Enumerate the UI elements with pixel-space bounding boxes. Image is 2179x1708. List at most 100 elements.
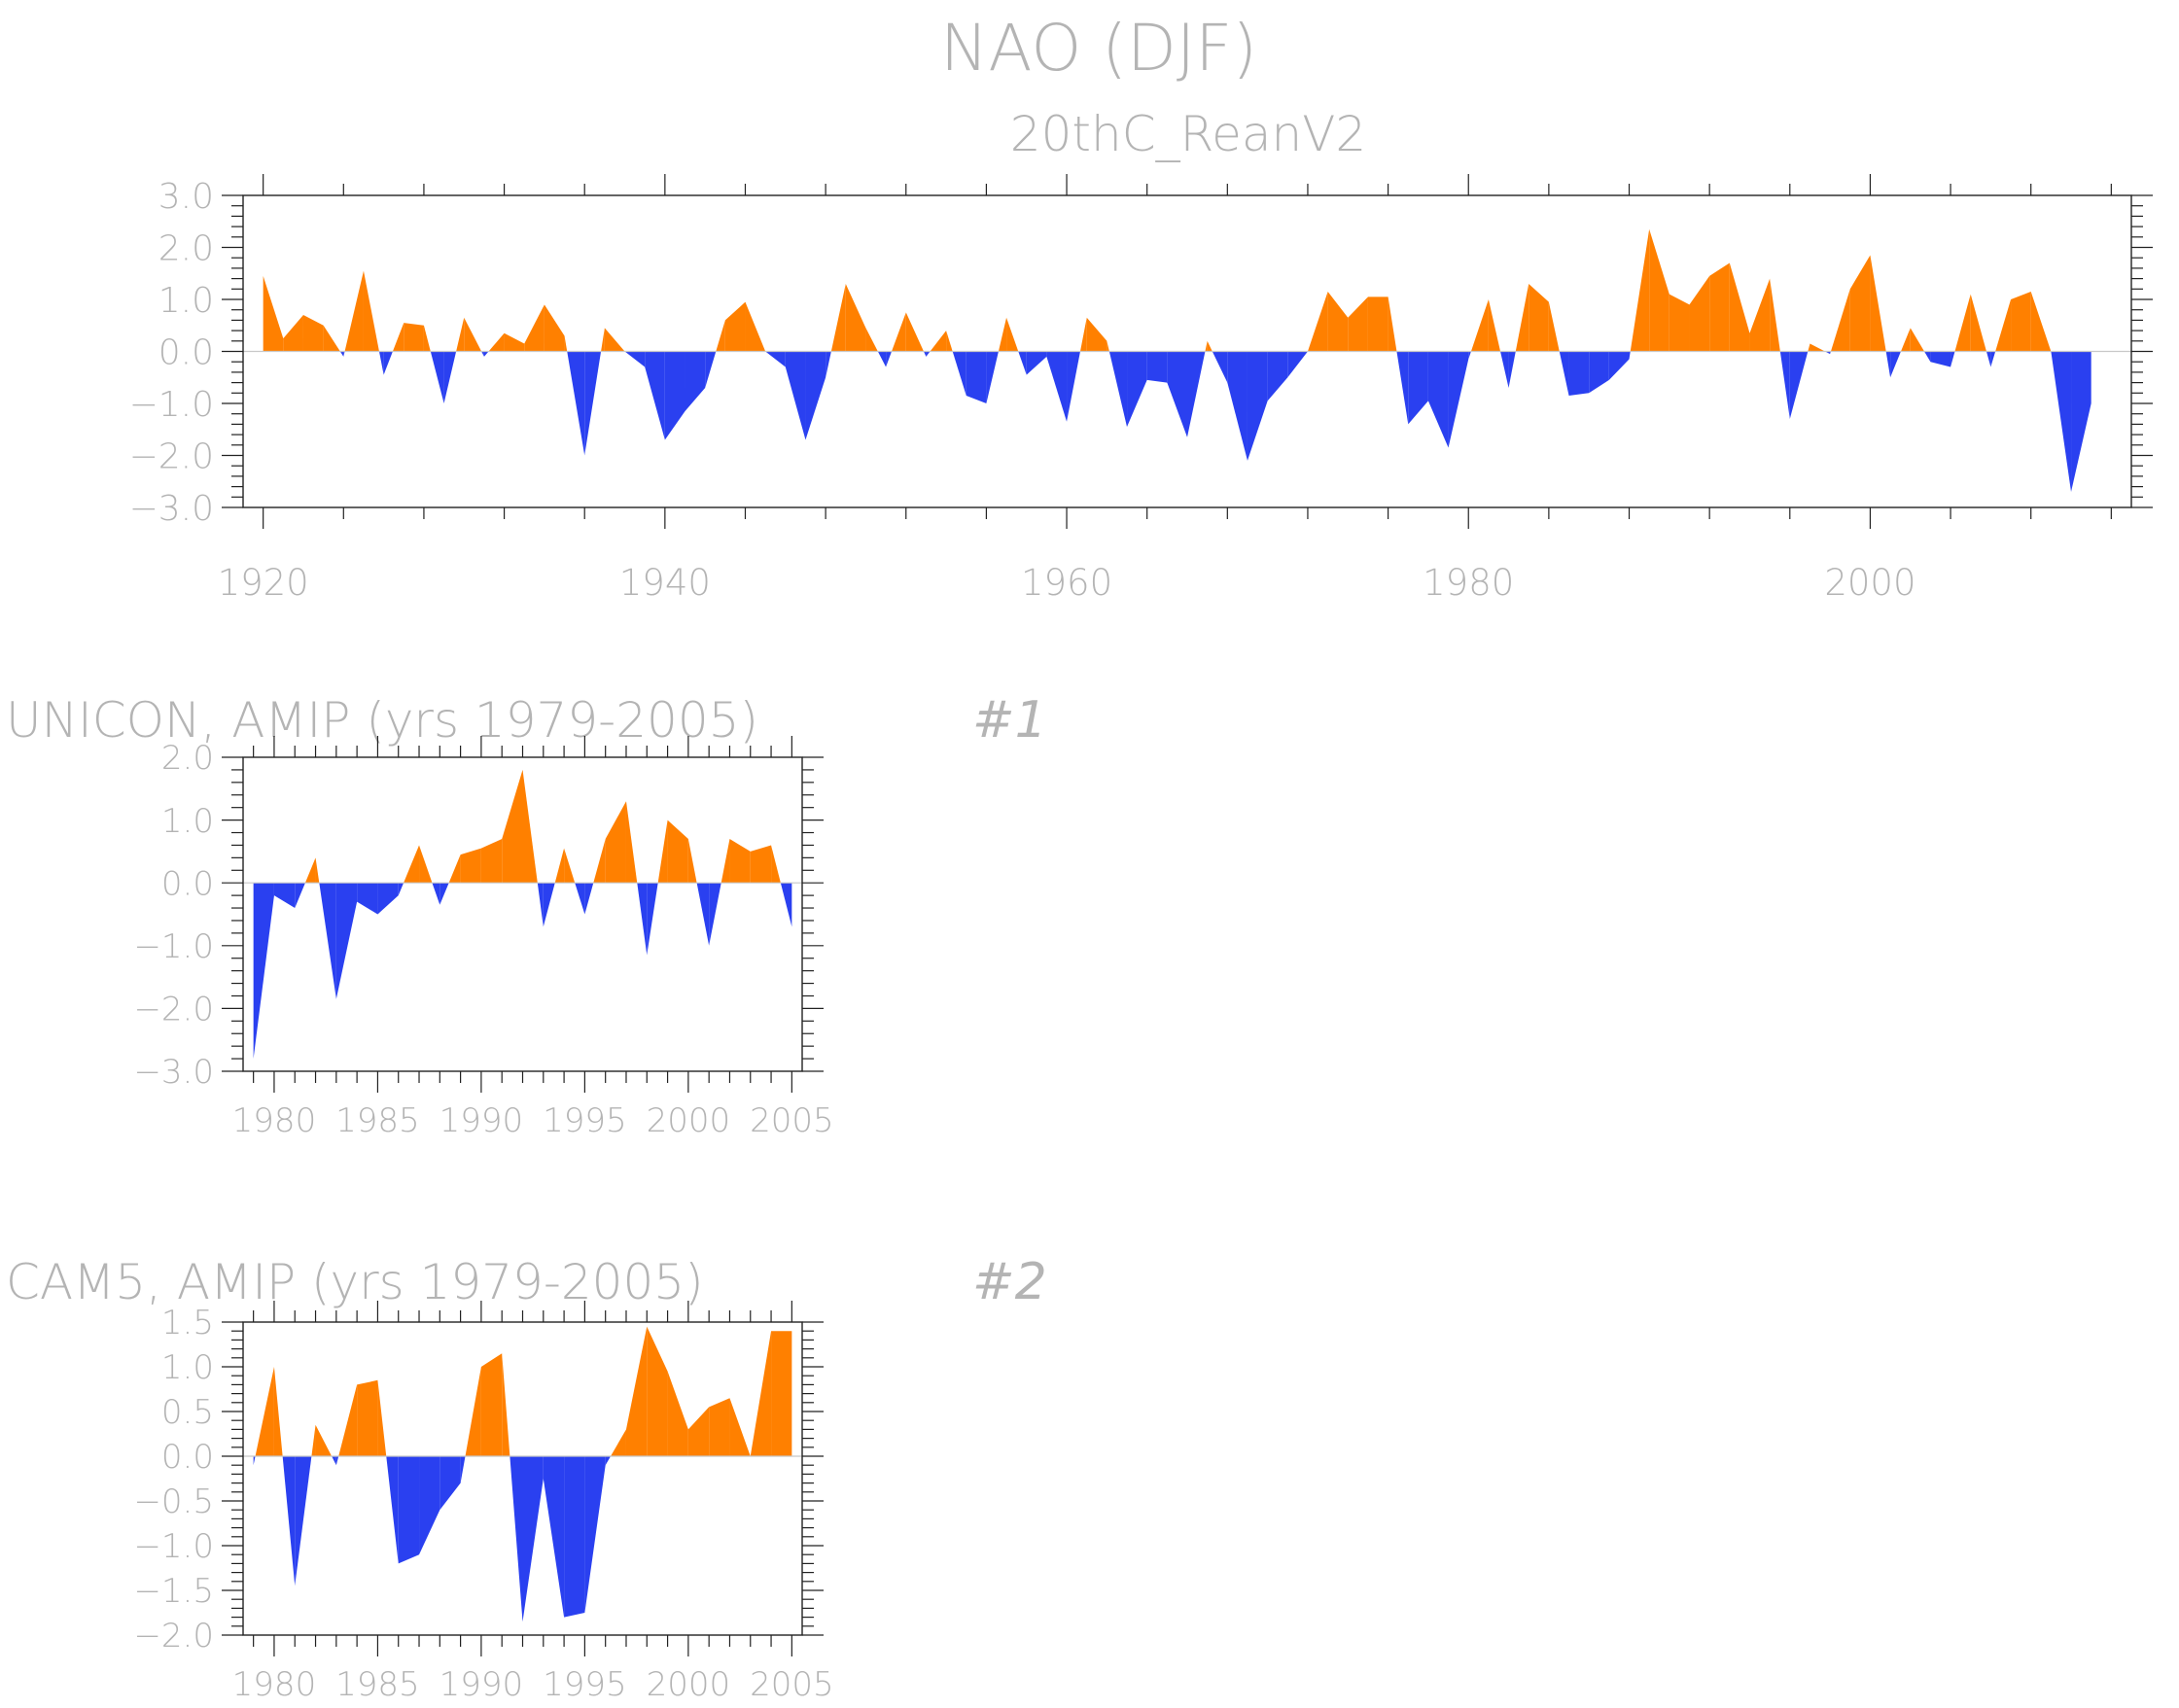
unicon-ytick-label-3: 0.0	[161, 864, 214, 903]
reanalysis-segment-1955	[966, 351, 987, 403]
reanalysis-ytick-label-2: −1.0	[129, 385, 214, 425]
unicon-segment-1981-a	[295, 883, 305, 909]
unicon-segment-1997-b	[637, 883, 648, 956]
cam5-segment-1984	[357, 1379, 378, 1456]
reanalysis-segment-1984-b	[1559, 351, 1569, 396]
unicon-segment-1979	[253, 883, 274, 1060]
reanalysis-segment-1988-a	[1629, 351, 1631, 360]
unicon-segment-1992-b	[537, 883, 544, 927]
unicon-xtick-label-0: 1980	[232, 1101, 317, 1140]
reanalysis-segment-1926-a	[383, 351, 393, 375]
reanalysis-segment-1990	[1669, 294, 1690, 352]
reanalysis-segment-2005-a	[1970, 294, 1986, 352]
cam5-xtick-label-5: 2005	[750, 1665, 834, 1704]
reanalysis-segment-1982-a	[1508, 351, 1516, 388]
reanalysis-segment-1956-a	[986, 351, 999, 403]
reanalysis-segment-1941	[685, 351, 706, 412]
reanalysis-xtick-label-0: 1920	[218, 562, 309, 604]
unicon-ytick-label-4: 1.0	[161, 802, 214, 841]
cam5-ytick-label-4: 0.0	[161, 1438, 214, 1477]
unicon-segment-1980	[273, 883, 296, 909]
cam5-xtick-label-0: 1980	[232, 1665, 317, 1704]
cam5-segment-1980-a	[273, 1367, 283, 1456]
reanalysis-segment-1960-a	[1067, 351, 1080, 422]
unicon-segment-1982-a	[315, 857, 320, 884]
reanalysis-segment-2004-b	[1954, 294, 1971, 352]
reanalysis-segment-1931-b	[488, 332, 505, 352]
reanalysis-segment-1992	[1709, 262, 1730, 352]
reanalysis-segment-1962-b	[1108, 351, 1128, 428]
reanalysis-segment-1950-a	[865, 328, 878, 352]
cam5-segment-1981-a	[295, 1456, 312, 1586]
reanalysis-segment-1951-b	[892, 312, 906, 352]
reanalysis-segment-1966-b	[1205, 340, 1208, 352]
reanalysis-segment-1977	[1408, 351, 1428, 425]
reanalysis-segment-1929-b	[456, 317, 465, 352]
reanalysis-segment-1984-a	[1548, 301, 1560, 352]
reanalysis-segment-1988-b	[1630, 228, 1650, 352]
reanalysis-segment-2006-a	[1990, 351, 1996, 367]
reanalysis-segment-1997-a	[1810, 343, 1825, 352]
reanalysis-segment-1962-a	[1107, 340, 1109, 352]
unicon-xtick-label-3: 1995	[543, 1101, 627, 1140]
reanalysis-segment-2003	[1930, 351, 1951, 367]
reanalysis-segment-1981-a	[1488, 299, 1501, 352]
reanalysis-segment-1933	[524, 304, 545, 352]
reanalysis-segment-1954-a	[946, 331, 953, 352]
cam5-segment-1999	[667, 1371, 688, 1456]
reanalysis-segment-1980-a	[1468, 351, 1471, 360]
cam5-segment-1985-b	[386, 1456, 399, 1564]
cam5-segment-1979-b	[255, 1367, 274, 1456]
cam5-segment-1985-a	[377, 1379, 387, 1456]
cam5-xtick-label-4: 2000	[647, 1665, 731, 1704]
unicon-segment-1986-a	[398, 883, 404, 896]
cam5-segment-1997	[625, 1326, 648, 1456]
cam5-ytick-label-0: −2.0	[133, 1617, 214, 1656]
unicon-ytick-label-2: −1.0	[133, 927, 214, 966]
reanalysis-segment-1952-a	[905, 312, 924, 352]
reanalysis-segment-1971	[1287, 351, 1308, 378]
reanalysis-segment-1939	[645, 351, 665, 440]
unicon-segment-1992-a	[522, 769, 538, 884]
reanalysis-segment-2002-a	[1910, 328, 1925, 352]
figure-title: NAO (DJF)	[940, 11, 1257, 86]
cam5-segment-1998	[647, 1326, 668, 1456]
cam5-panel-tag: #2	[972, 1253, 1047, 1311]
reanalysis-segment-1920	[263, 275, 284, 352]
reanalysis-segment-1932	[504, 332, 525, 352]
reanalysis-segment-1924-a	[343, 351, 345, 357]
reanalysis-segment-1946	[785, 351, 806, 440]
reanalysis-segment-1995-a	[1770, 278, 1780, 352]
cam5-segment-1987	[419, 1456, 440, 1555]
cam5-xtick-label-2: 1990	[439, 1665, 524, 1704]
reanalysis-segment-1961	[1086, 317, 1107, 352]
reanalysis-segment-1957-a	[1006, 317, 1019, 352]
reanalysis-segment-1934	[544, 304, 565, 352]
unicon-segment-1988-b	[448, 854, 461, 884]
reanalysis-segment-1970	[1267, 351, 1288, 401]
cam5-segment-2004	[771, 1331, 792, 1456]
reanalysis-segment-2004-a	[1951, 351, 1955, 367]
reanalysis-xtick-label-2: 1960	[1021, 562, 1112, 604]
cam5-ytick-label-6: 1.0	[161, 1348, 214, 1387]
reanalysis-segment-2007	[2011, 291, 2031, 352]
reanalysis-segment-1945	[765, 351, 786, 367]
reanalysis-segment-1924-b	[344, 270, 364, 352]
cam5-segment-2002	[729, 1398, 751, 1456]
unicon-segment-1991	[502, 769, 523, 884]
reanalysis-segment-2002-b	[1924, 351, 1931, 363]
unicon-xtick-label-5: 2005	[750, 1101, 834, 1140]
reanalysis-segment-1975	[1367, 296, 1388, 352]
reanalysis-segment-1965	[1167, 351, 1187, 437]
reanalysis-xtick-label-3: 1980	[1423, 562, 1514, 604]
cam5-segment-1986	[398, 1456, 420, 1564]
unicon-ytick-label-5: 2.0	[161, 739, 214, 778]
cam5-segment-1996-a	[605, 1456, 612, 1466]
cam5-title: CAM5, AMIP (yrs 1979-2005)	[6, 1254, 704, 1310]
cam5-panel: CAM5, AMIP (yrs 1979-2005) #2 −2.0 −1.5 −1…	[6, 1253, 1047, 1704]
reanalysis-segment-1998-a	[1830, 351, 1831, 355]
reanalysis-segment-1928-a	[423, 325, 431, 352]
reanalysis-segment-1928-b	[430, 351, 444, 403]
unicon-segment-1995-b	[593, 838, 606, 884]
